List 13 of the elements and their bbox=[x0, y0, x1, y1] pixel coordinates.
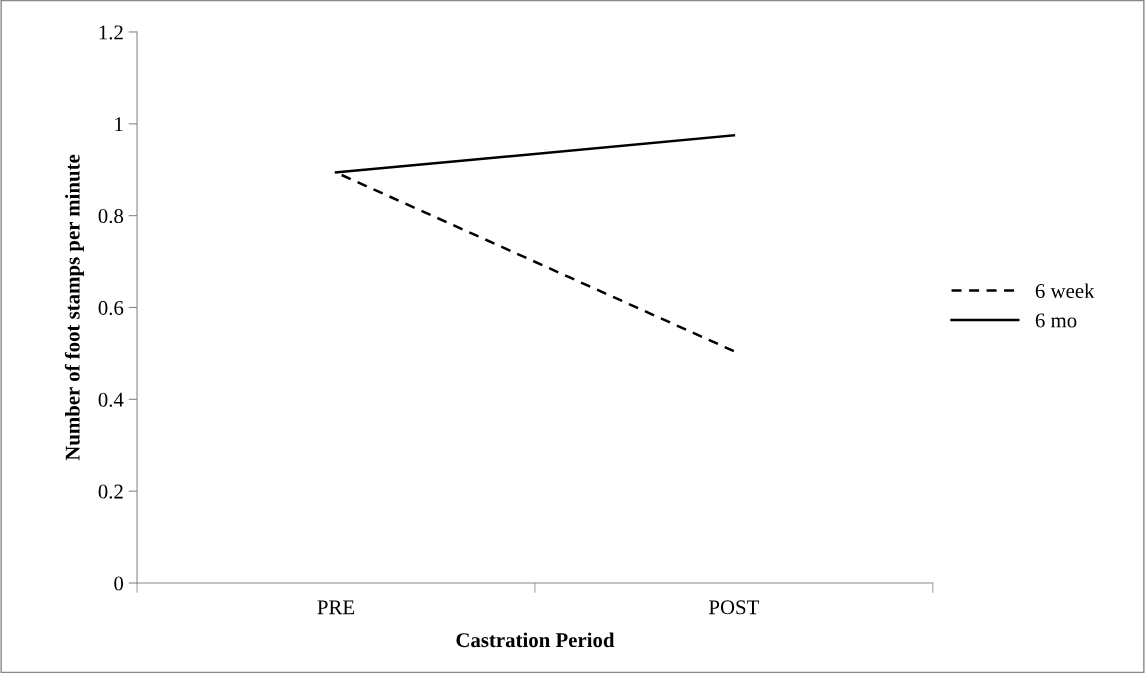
x-tick-label: POST bbox=[709, 600, 760, 615]
y-tick-label: 1.2 bbox=[99, 25, 123, 40]
y-tick-label: 1 bbox=[115, 117, 123, 132]
legend-label: 6 week bbox=[1035, 283, 1095, 299]
y-tick-label: 0.4 bbox=[98, 392, 124, 407]
x-tick-label: PRE bbox=[317, 600, 355, 615]
y-tick-label: 0 bbox=[114, 576, 124, 591]
legend-label: 6 mo bbox=[1035, 313, 1077, 328]
y-tick-label: 0.2 bbox=[98, 484, 123, 499]
y-tick-label: 0.6 bbox=[98, 300, 124, 316]
x-axis-title: Castration Period bbox=[456, 632, 615, 648]
y-axis-title: Number of foot stamps per minute bbox=[64, 154, 84, 461]
y-tick-label: 0.8 bbox=[98, 209, 124, 224]
